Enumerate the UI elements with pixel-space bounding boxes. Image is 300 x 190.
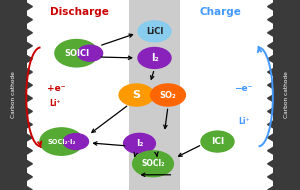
Text: SOCl₂·I₂: SOCl₂·I₂ — [47, 139, 76, 145]
Bar — [129, 0, 180, 190]
Text: I₂: I₂ — [136, 139, 143, 148]
Text: ICl: ICl — [211, 137, 224, 146]
Polygon shape — [268, 0, 278, 190]
Circle shape — [40, 128, 83, 155]
Text: S: S — [133, 90, 140, 100]
Polygon shape — [22, 0, 32, 190]
Circle shape — [55, 40, 98, 67]
Text: SOCl₂: SOCl₂ — [141, 159, 165, 168]
Text: Li⁺: Li⁺ — [238, 117, 250, 126]
Circle shape — [133, 151, 173, 177]
Text: LiCl: LiCl — [146, 27, 163, 36]
Circle shape — [138, 21, 171, 42]
Circle shape — [201, 131, 234, 152]
Text: Carbon cathode: Carbon cathode — [284, 72, 289, 118]
Circle shape — [77, 45, 103, 61]
Text: Li⁺: Li⁺ — [49, 99, 60, 108]
Text: −e⁻: −e⁻ — [234, 84, 252, 93]
Text: Carbon cathode: Carbon cathode — [11, 72, 16, 118]
Circle shape — [124, 133, 155, 154]
Text: I₂: I₂ — [151, 53, 158, 63]
Circle shape — [119, 84, 154, 106]
Text: Discharge: Discharge — [50, 7, 109, 17]
Bar — [27, 0, 273, 190]
Bar — [0, 0, 27, 190]
Circle shape — [151, 84, 185, 106]
Text: SOICl: SOICl — [64, 49, 89, 58]
Text: Charge: Charge — [200, 7, 242, 17]
Text: +e⁻: +e⁻ — [46, 84, 65, 93]
Circle shape — [63, 134, 88, 150]
Text: SO₂: SO₂ — [160, 90, 176, 100]
Circle shape — [138, 48, 171, 68]
Bar — [273, 0, 300, 190]
